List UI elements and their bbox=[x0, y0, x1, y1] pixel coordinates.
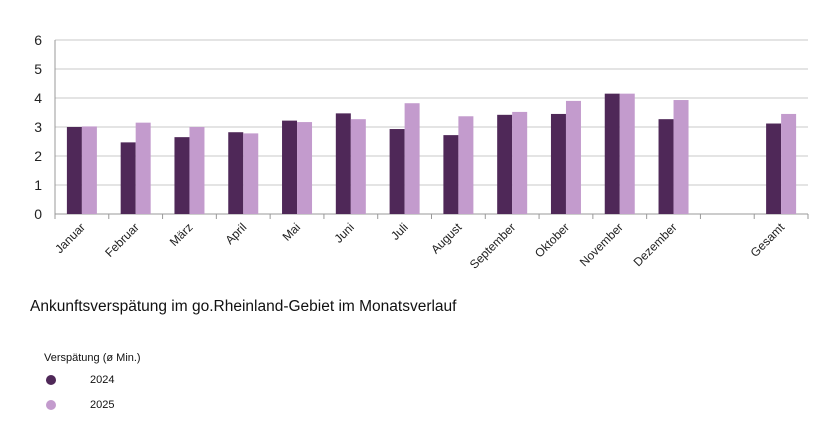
chart-title: Ankunftsverspätung im go.Rheinland-Gebie… bbox=[30, 298, 457, 315]
legend: Verspätung (ø Min.) 2024 2025 bbox=[44, 350, 344, 420]
x-tick-label: November bbox=[577, 220, 626, 269]
x-tick-label: Februar bbox=[102, 220, 142, 260]
x-axis-ticks: Januar Februar März April Mai Juni Juli August S… bbox=[52, 220, 788, 272]
y-axis-ticks: 0 1 2 3 4 5 6 bbox=[34, 32, 42, 222]
legend-marker-2024 bbox=[46, 375, 56, 385]
bar-2025-juni bbox=[350, 119, 366, 214]
y-tick-label: 1 bbox=[34, 177, 42, 193]
bar-2024-juli bbox=[389, 129, 405, 214]
y-tick-label: 0 bbox=[34, 206, 42, 222]
bar-2025-dezember bbox=[673, 100, 689, 214]
legend-item-2025: 2025 bbox=[44, 397, 244, 413]
legend-label-2025: 2025 bbox=[90, 399, 115, 411]
x-tick-label: Oktober bbox=[532, 220, 572, 260]
bar-2025-oktober bbox=[565, 100, 581, 214]
bar-2024-märz bbox=[174, 137, 190, 214]
y-tick-label: 5 bbox=[34, 61, 42, 77]
bar-2024-november bbox=[604, 93, 620, 214]
y-tick-label: 2 bbox=[34, 148, 42, 164]
bar-2025-september bbox=[512, 111, 528, 214]
bar-2025-april bbox=[243, 133, 259, 214]
bar-2024-dezember bbox=[658, 119, 674, 214]
legend-label-2024: 2024 bbox=[90, 374, 115, 386]
x-tick-label: September bbox=[467, 220, 518, 271]
gridlines bbox=[54, 39, 809, 219]
x-tick-label: April bbox=[222, 220, 249, 247]
y-tick-label: 6 bbox=[34, 32, 42, 48]
bar-2024-april bbox=[228, 132, 244, 214]
x-tick-label: Juni bbox=[331, 220, 356, 245]
bar-2024-mai bbox=[282, 120, 298, 214]
bar-2024-februar bbox=[120, 142, 136, 214]
bar-2024-oktober bbox=[550, 113, 566, 214]
bar-2024-september bbox=[497, 114, 513, 214]
bar-2025-juli bbox=[404, 103, 420, 214]
x-tick-label: August bbox=[428, 220, 465, 257]
bar-2024-august bbox=[443, 135, 459, 214]
bar-2025-februar bbox=[135, 122, 151, 214]
bar-2025-januar bbox=[81, 126, 97, 214]
x-tick-label: Juli bbox=[388, 220, 411, 243]
bar-2025-november bbox=[619, 93, 635, 214]
bar-2024-januar bbox=[66, 127, 82, 214]
bar-2025-august bbox=[458, 116, 474, 214]
legend-title: Verspätung (ø Min.) bbox=[44, 352, 141, 364]
y-tick-label: 3 bbox=[34, 119, 42, 135]
bar-2025-gesamt bbox=[781, 113, 797, 214]
bar-2024-gesamt bbox=[766, 123, 782, 214]
bar-2025-märz bbox=[189, 127, 205, 214]
x-tick-label: Januar bbox=[52, 220, 88, 256]
x-tick-label: Mai bbox=[280, 220, 304, 244]
y-tick-label: 4 bbox=[34, 90, 42, 106]
bar-chart: 0 1 2 3 4 5 6 Januar Februar März April Mai Juni Jul… bbox=[34, 32, 809, 272]
bar-2024-juni bbox=[335, 113, 351, 214]
legend-item-2024: 2024 bbox=[44, 372, 244, 388]
x-tick-label: Dezember bbox=[631, 220, 680, 269]
legend-marker-2025 bbox=[46, 400, 56, 410]
bar-2025-mai bbox=[297, 122, 313, 214]
bars bbox=[66, 93, 797, 214]
x-tick-label: Gesamt bbox=[748, 220, 788, 260]
x-tick-label: März bbox=[167, 220, 196, 249]
